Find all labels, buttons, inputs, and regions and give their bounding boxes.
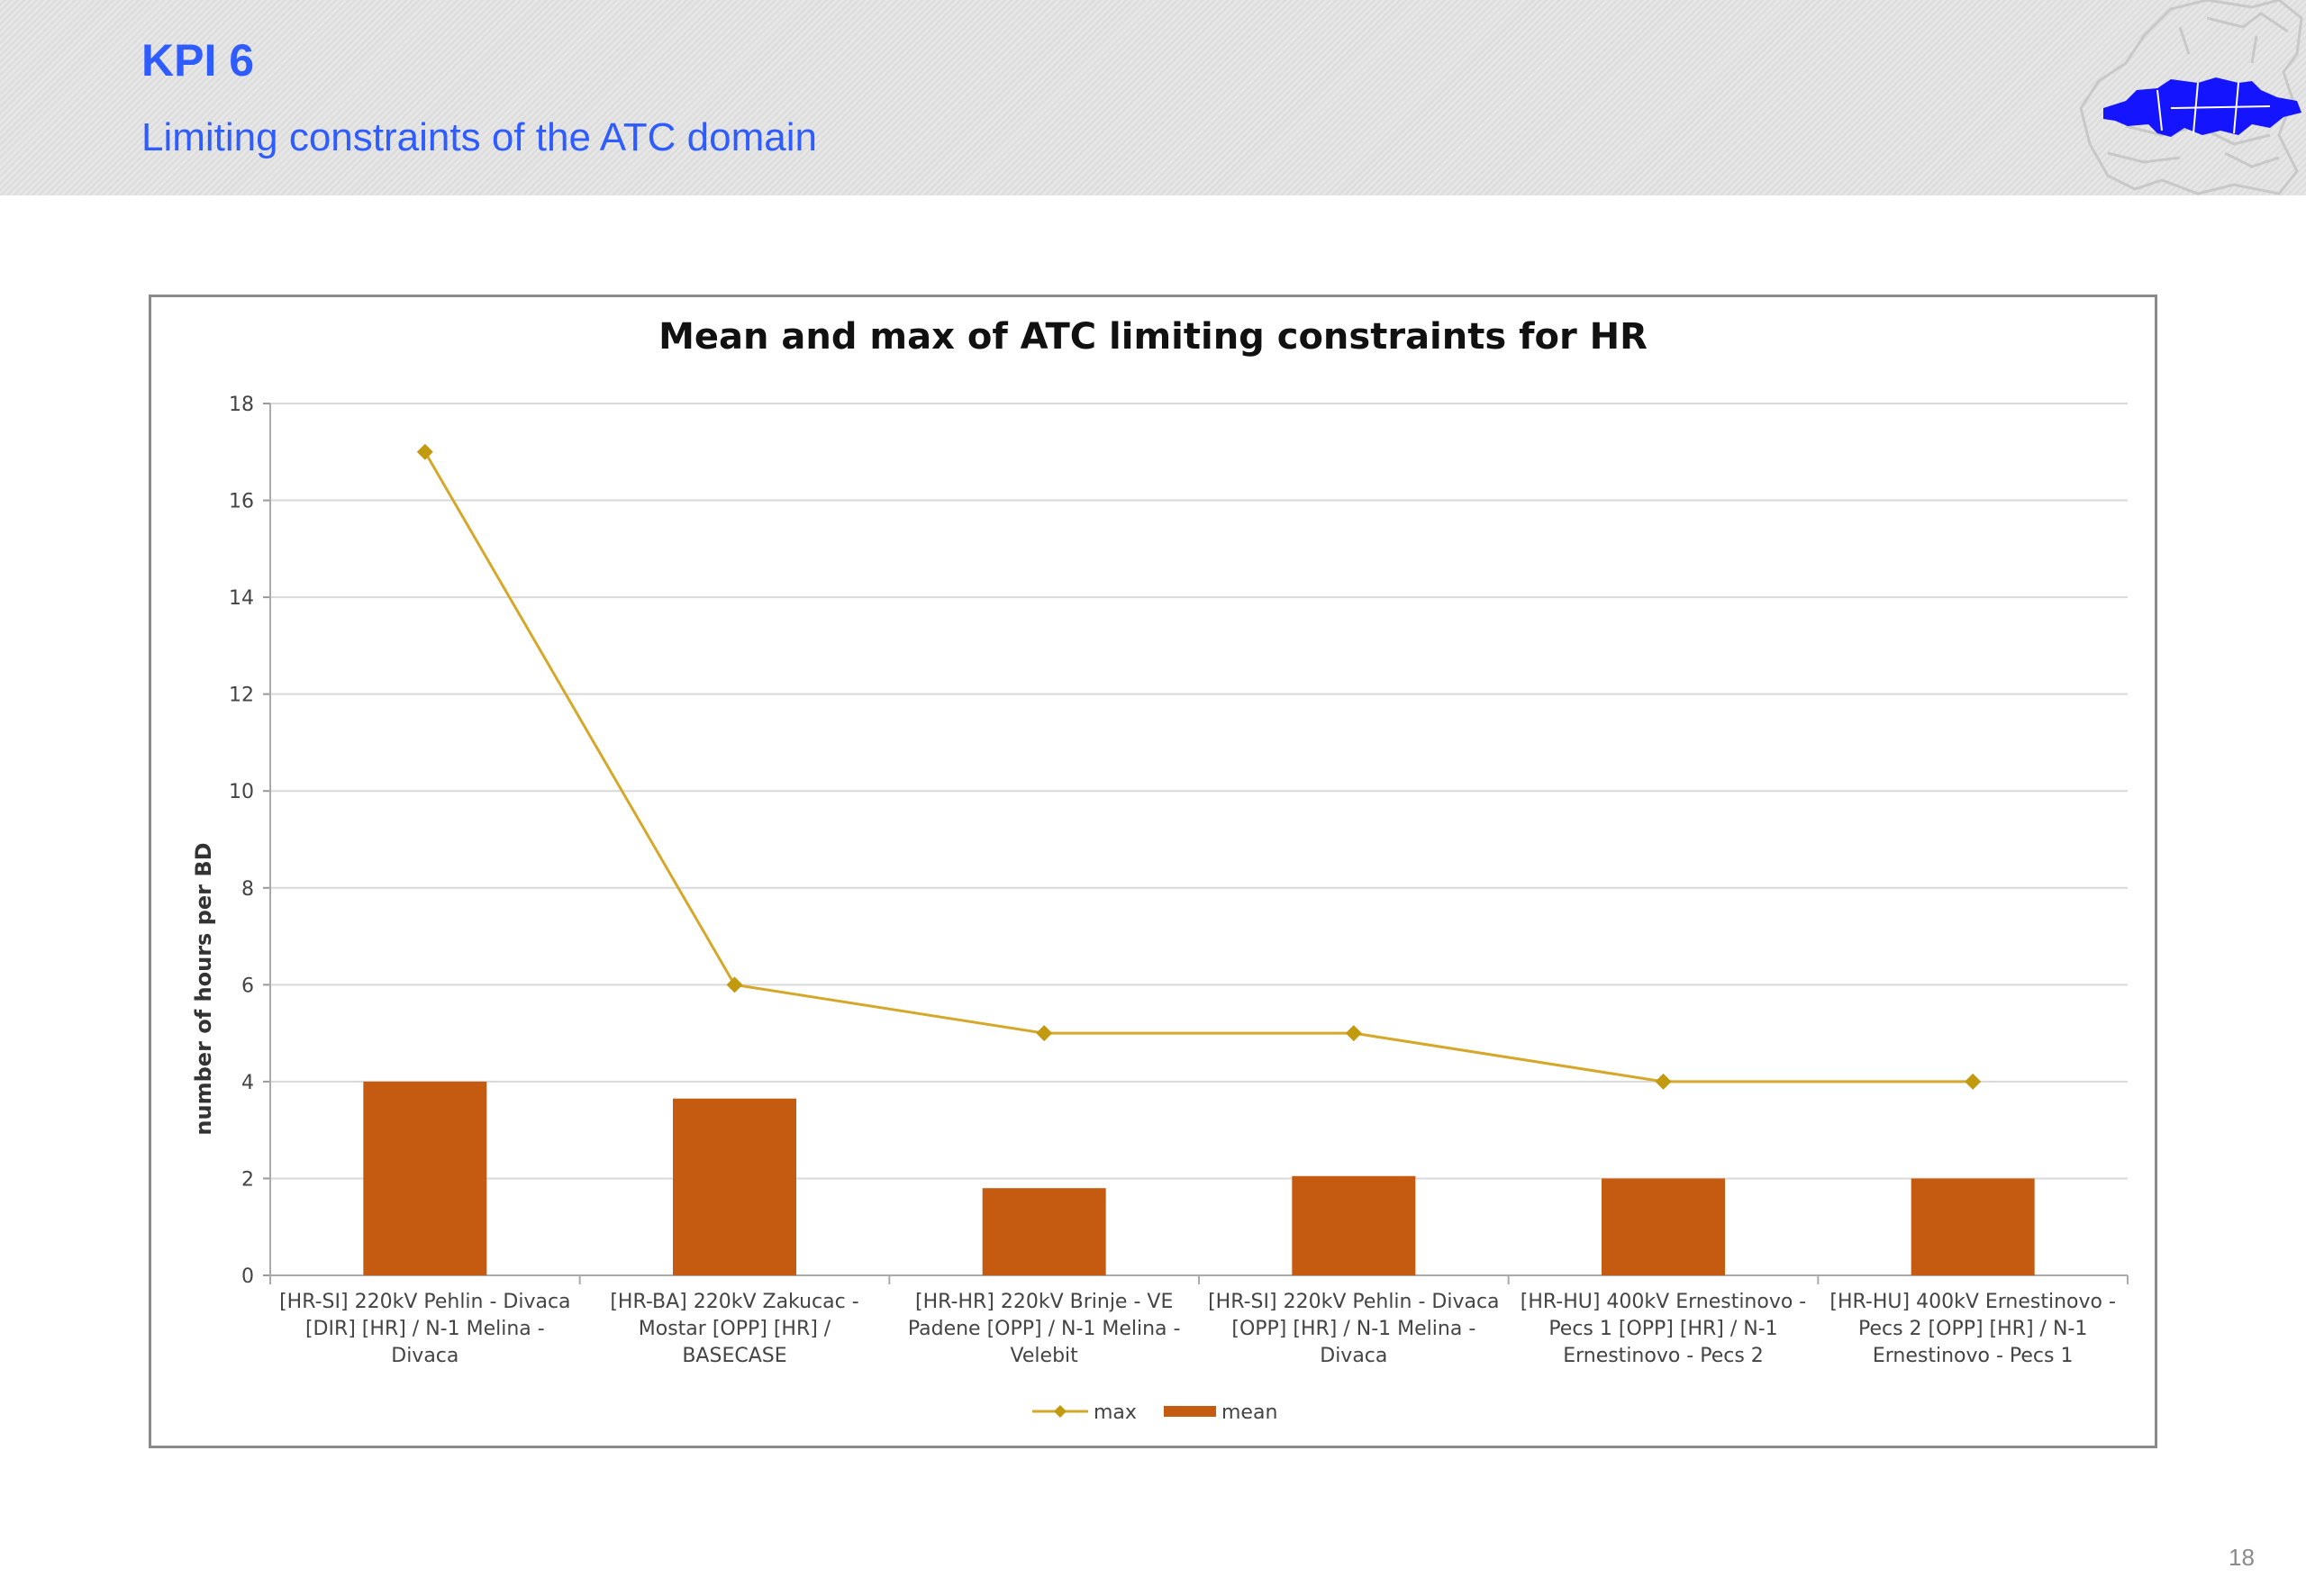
y-axis-label: number of hours per BD [191,842,216,1135]
bar-mean [1911,1178,2035,1275]
slide-subtitle: Limiting constraints of the ATC domain [141,115,817,159]
slide-header: KPI 6 Limiting constraints of the ATC do… [0,0,2306,195]
x-category-label-line: [DIR] [HR] / N-1 Melina - [305,1318,545,1340]
max-point-marker [726,976,743,993]
x-category-label-line: Padene [OPP] / N-1 Melina - [908,1318,1181,1340]
max-point-marker [1345,1025,1362,1042]
x-category-label-line: [HR-HU] 400kV Ernestinovo - [1829,1291,2116,1313]
page-number: 18 [2229,1544,2255,1571]
y-tick-label: 14 [229,587,254,610]
y-tick-label: 10 [229,781,254,803]
x-category-label-line: Velebit [1011,1345,1079,1367]
x-category-label-line: [HR-BA] 220kV Zakucac - [610,1291,858,1313]
bar-mean [1602,1178,1725,1275]
bar-mean [1292,1175,1416,1275]
y-tick-label: 4 [241,1072,254,1094]
max-point-marker [1036,1025,1053,1042]
y-tick-label: 12 [229,685,254,707]
europe-map-icon [2079,0,2303,195]
y-tick-label: 0 [241,1265,254,1288]
x-category-label: [HR-SI] 220kV Pehlin - Divaca [OPP] [HR] … [1208,1291,1499,1367]
x-category-label-line: Mostar [OPP] [HR] / [639,1318,831,1340]
legend-mean-swatch [1164,1406,1216,1417]
x-category-label-line: Ernestinovo - Pecs 1 [1873,1345,2074,1367]
x-category-label: [HR-HU] 400kV Ernestinovo - Pecs 2 [OPP] … [1829,1291,2116,1367]
atc-chart: Mean and max of ATC limiting constraints… [191,316,2129,1424]
legend-mean-label: mean [1221,1401,1277,1424]
x-category-label-line: BASECASE [682,1345,786,1367]
x-category-label: [HR-BA] 220kV Zakucac - Mostar [OPP] [HR]… [610,1291,858,1367]
y-tick-label: 2 [241,1168,254,1191]
max-point-marker [1965,1073,1982,1090]
bar-mean [673,1098,796,1275]
x-category-label-line: Ernestinovo - Pecs 2 [1563,1345,1764,1367]
x-category-label-line: Pecs 2 [OPP] [HR] / N-1 [1858,1318,2087,1340]
x-category-label-line: [HR-HU] 400kV Ernestinovo - [1521,1291,1807,1313]
x-category-label-line: Divaca [391,1345,458,1367]
x-category-label: [HR-SI] 220kV Pehlin - Divaca [DIR] [HR] … [279,1291,570,1367]
chart-frame: Mean and max of ATC limiting constraints… [149,295,2157,1448]
y-tick-label: 16 [229,491,254,513]
x-category-label: [HR-HR] 220kV Brinje - VE Padene [OPP] / … [908,1291,1181,1367]
x-category-label-line: [HR-SI] 220kV Pehlin - Divaca [279,1291,570,1313]
chart-title: Mean and max of ATC limiting constraints… [658,316,1648,358]
y-tick-label: 6 [241,975,254,997]
x-category-label-line: Divaca [1320,1345,1387,1367]
x-category-label-line: Pecs 1 [OPP] [HR] / N-1 [1548,1318,1777,1340]
max-point-marker [1655,1073,1672,1090]
y-tick-label: 8 [241,878,254,901]
max-point-marker [416,443,433,460]
y-tick-label: 18 [229,394,254,416]
x-category-label: [HR-HU] 400kV Ernestinovo - Pecs 1 [OPP] … [1521,1291,1807,1367]
slide-title: KPI 6 [141,35,255,86]
x-category-label-line: [HR-SI] 220kV Pehlin - Divaca [1208,1291,1499,1313]
legend-max-swatch-marker [1054,1405,1067,1418]
bar-mean [982,1188,1106,1275]
bar-mean [363,1081,487,1275]
legend-max-label: max [1094,1401,1137,1424]
x-category-label-line: [OPP] [HR] / N-1 Melina - [1231,1318,1475,1340]
x-category-label-line: [HR-HR] 220kV Brinje - VE [915,1291,1173,1313]
max-series-line [423,451,1974,1084]
